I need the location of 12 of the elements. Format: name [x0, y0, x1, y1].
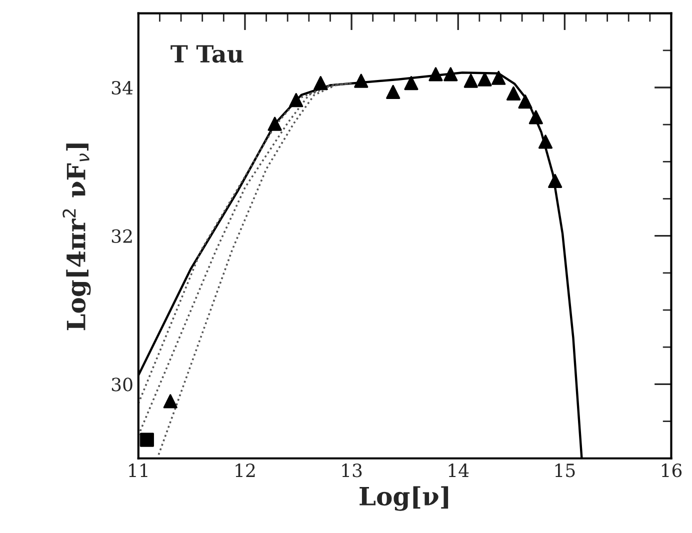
- x-tick-label: 13: [342, 464, 362, 478]
- y-axis-title: Log[4πr$^{2}$ νF$_{ν}$]: [62, 144, 91, 330]
- y-tick-label: 34: [112, 80, 133, 95]
- x-tick-label: 11: [129, 464, 148, 477]
- annotation: T Tau: [170, 45, 244, 63]
- x-axis-title: Log[ν]: [360, 486, 448, 511]
- x-tick-label: 15: [555, 464, 575, 478]
- x-tick-label: 16: [662, 464, 682, 478]
- y-tick-label: 32: [112, 229, 132, 243]
- x-tick-label: 12: [236, 464, 255, 477]
- x-tick-label: 14: [448, 464, 469, 477]
- y-tick-label: 30: [112, 378, 132, 392]
